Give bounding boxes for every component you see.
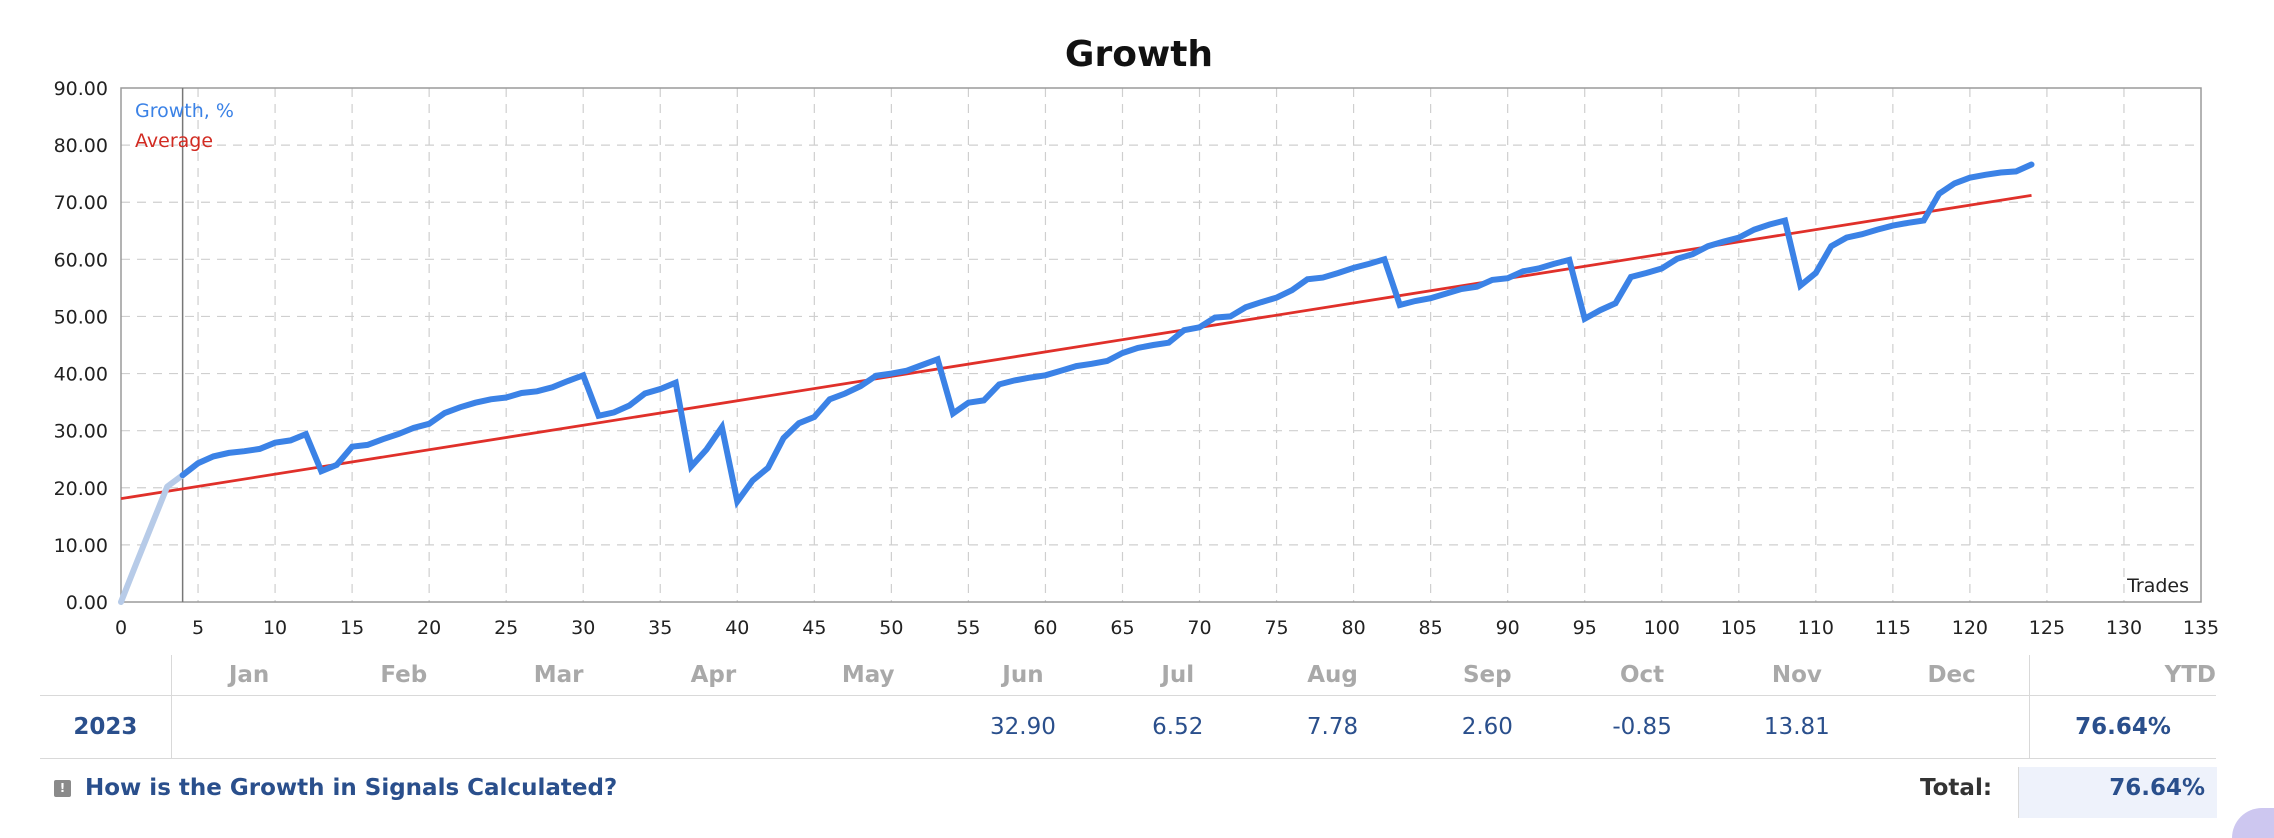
legend-average: Average: [135, 130, 213, 152]
month-header-apr: Apr: [636, 655, 791, 696]
x-tick-label: 120: [1952, 617, 1988, 639]
y-tick-label: 20.00: [54, 478, 108, 500]
total-box: 76.64%: [2018, 767, 2217, 818]
y-tick-label: 60.00: [54, 249, 108, 271]
x-tick-label: 85: [1419, 617, 1443, 639]
value-cell-oct: -0.85: [1564, 695, 1720, 759]
total-value: 76.64%: [2109, 775, 2205, 801]
monthly-growth-table: Jan Feb Mar Apr May Jun Jul Aug Sep Oct …: [40, 655, 2216, 759]
x-tick-label: 30: [571, 617, 595, 639]
x-tick-label: 15: [340, 617, 364, 639]
y-tick-label: 80.00: [54, 135, 108, 157]
y-axis-ticks: 0.00 10.00 20.00 30.00 40.00 50.00 60.00 70.00 8…: [54, 78, 108, 614]
value-cell-jan: [171, 695, 327, 759]
month-header-jan: Jan: [171, 655, 327, 696]
x-tick-label: 5: [192, 617, 204, 639]
chat-widget-icon[interactable]: [2232, 808, 2274, 838]
x-axis-ticks: 0 5 10 15 20 25 30 35 40 45 50 55 60 65 70 75 80 85 90 95 10…: [115, 617, 2219, 639]
table-header-row: Jan Feb Mar Apr May Jun Jul Aug Sep Oct …: [40, 655, 2216, 696]
x-tick-label: 45: [802, 617, 826, 639]
x-tick-label: 100: [1644, 617, 1680, 639]
x-tick-label: 0: [115, 617, 127, 639]
x-tick-label: 80: [1341, 617, 1365, 639]
month-header-feb: Feb: [326, 655, 482, 696]
y-tick-label: 90.00: [54, 78, 108, 100]
month-header-may: May: [790, 655, 946, 696]
growth-chart: Growth 0.00 10.00 20.00 30.00 40.00 50.00 60.0…: [54, 34, 2220, 639]
y-tick-label: 70.00: [54, 192, 108, 214]
x-tick-label: 125: [2029, 617, 2065, 639]
x-tick-label: 75: [1264, 617, 1288, 639]
month-header-aug: Aug: [1255, 655, 1410, 696]
y-tick-label: 40.00: [54, 364, 108, 386]
x-tick-label: 40: [725, 617, 749, 639]
y-tick-label: 0.00: [66, 592, 108, 614]
month-header-oct: Oct: [1564, 655, 1720, 696]
legend-growth: Growth, %: [135, 100, 234, 122]
average-line: [120, 193, 2032, 501]
month-header-jun: Jun: [945, 655, 1101, 696]
x-axis-label: Trades: [2126, 575, 2189, 597]
x-tick-label: 115: [1875, 617, 1911, 639]
plot-frame: [120, 87, 2202, 603]
growth-line-initial: [118, 472, 186, 605]
total-label: Total:: [1920, 775, 1993, 801]
x-tick-label: 70: [1187, 617, 1211, 639]
x-tick-label: 60: [1033, 617, 1057, 639]
value-cell-mar: [481, 695, 636, 759]
x-tick-label: 55: [956, 617, 980, 639]
value-cell-feb: [326, 695, 482, 759]
y-tick-label: 50.00: [54, 306, 108, 328]
value-cell-apr: [636, 695, 791, 759]
growth-line: [179, 161, 2035, 509]
x-tick-label: 135: [2183, 617, 2219, 639]
x-tick-label: 65: [1110, 617, 1134, 639]
chart-title: Growth: [1065, 34, 1213, 75]
x-tick-label: 35: [648, 617, 672, 639]
x-tick-label: 20: [417, 617, 441, 639]
series-group: [118, 161, 2035, 605]
month-header-dec: Dec: [1874, 655, 2030, 696]
value-cell-may: [790, 695, 946, 759]
x-tick-label: 25: [494, 617, 518, 639]
month-header-nov: Nov: [1719, 655, 1875, 696]
x-tick-label: 130: [2106, 617, 2142, 639]
x-tick-label: 50: [879, 617, 903, 639]
table-row: 2023 32.90 6.52 7.78 2.60 -0.85 13.81 76…: [40, 695, 2216, 759]
month-header-mar: Mar: [481, 655, 636, 696]
x-tick-label: 110: [1798, 617, 1834, 639]
y-tick-label: 10.00: [54, 535, 108, 557]
info-icon: !: [54, 780, 71, 797]
month-header-sep: Sep: [1409, 655, 1565, 696]
year-header-cell: [40, 655, 172, 696]
ytd-header: YTD: [2029, 655, 2216, 696]
value-cell-aug: 7.78: [1255, 695, 1410, 759]
month-header-jul: Jul: [1100, 655, 1256, 696]
value-cell-dec: [1874, 695, 2030, 759]
value-cell-jun: 32.90: [945, 695, 1101, 759]
value-cell-nov: 13.81: [1719, 695, 1875, 759]
chart-grid: [121, 88, 2201, 602]
y-tick-label: 30.00: [54, 421, 108, 443]
ytd-value-cell: 76.64%: [2029, 695, 2216, 759]
growth-calculation-link[interactable]: How is the Growth in Signals Calculated?: [85, 775, 618, 801]
x-tick-label: 90: [1496, 617, 1520, 639]
year-cell: 2023: [40, 695, 172, 759]
x-tick-label: 10: [263, 617, 287, 639]
x-tick-label: 95: [1573, 617, 1597, 639]
value-cell-jul: 6.52: [1100, 695, 1256, 759]
table-footer: ! How is the Growth in Signals Calculate…: [40, 767, 2217, 818]
x-tick-label: 105: [1721, 617, 1757, 639]
value-cell-sep: 2.60: [1409, 695, 1565, 759]
